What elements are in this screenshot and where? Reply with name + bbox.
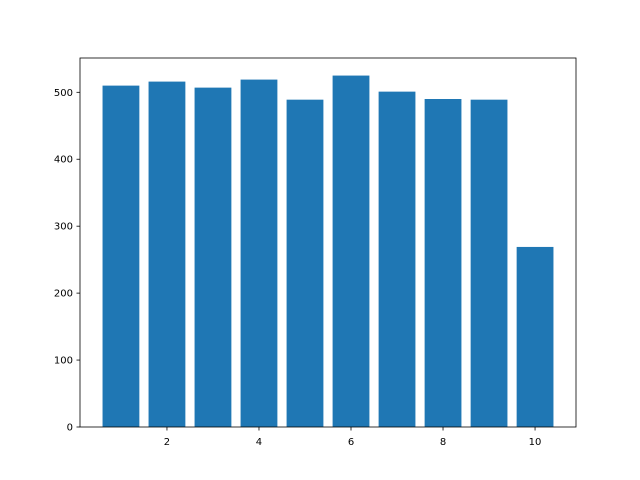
bar (240, 79, 278, 427)
y-tick-label: 100 (54, 356, 73, 367)
bar (516, 246, 554, 427)
x-tick-label: 6 (348, 437, 354, 448)
bar (102, 85, 140, 427)
bar (148, 81, 186, 427)
x-tick-label: 2 (164, 437, 170, 448)
x-tick-label: 10 (529, 437, 542, 448)
y-tick-label: 200 (54, 289, 73, 300)
bar (286, 99, 324, 428)
y-tick-label: 0 (67, 423, 73, 434)
y-tick-label: 400 (54, 155, 73, 166)
bar (332, 75, 370, 428)
bar (424, 99, 462, 427)
y-tick-label: 300 (54, 222, 73, 233)
bar (378, 91, 416, 428)
bar (470, 99, 508, 428)
bar (194, 87, 232, 427)
plot-frame (79, 57, 577, 428)
x-tick-label: 8 (440, 437, 446, 448)
x-tick-label: 4 (256, 437, 262, 448)
y-tick-label: 500 (54, 88, 73, 99)
